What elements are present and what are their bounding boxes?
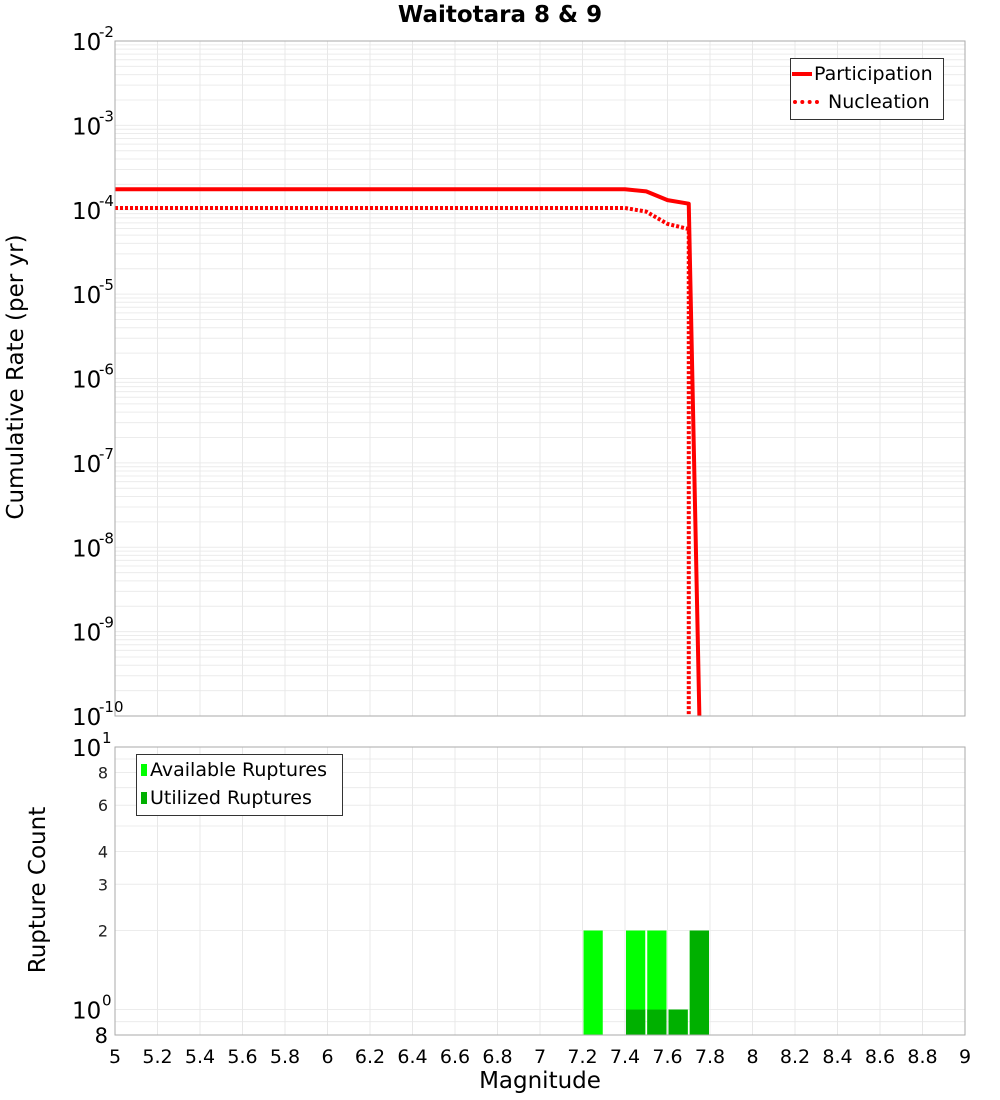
bottom-legend: Available Ruptures Utilized Ruptures	[136, 754, 343, 816]
legend-label: Utilized Ruptures	[150, 787, 312, 809]
x-tick-label: 7.4	[610, 1046, 640, 1068]
legend-item-available: Available Ruptures	[137, 756, 342, 784]
x-axis-label: Magnitude	[479, 1068, 601, 1094]
y-tick-label: 10	[72, 536, 101, 562]
top-legend: Participation Nucleation	[790, 58, 944, 120]
svg-text:-8: -8	[99, 529, 114, 547]
x-tick-label: 6.4	[397, 1046, 427, 1068]
bottom-y-axis-label: Rupture Count	[25, 806, 51, 974]
available-bar	[583, 930, 603, 1035]
x-tick-label: 5.6	[227, 1046, 257, 1068]
legend-label: Participation	[814, 63, 933, 85]
utilized-bar	[626, 1009, 646, 1035]
y-tick-label: 10	[72, 452, 101, 478]
chart-title: Waitotara 8 & 9	[397, 2, 603, 28]
x-tick-label: 6.2	[355, 1046, 385, 1068]
x-tick-label: 5.4	[185, 1046, 215, 1068]
svg-text:8: 8	[95, 1024, 108, 1048]
svg-text:-4: -4	[99, 192, 114, 210]
svg-text:-6: -6	[99, 361, 114, 379]
svg-text:-9: -9	[99, 614, 114, 632]
x-tick-label: 8.6	[865, 1046, 895, 1068]
y-tick-label: 10	[72, 736, 101, 762]
x-tick-label: 8.2	[780, 1046, 810, 1068]
nucleation-line	[115, 205, 691, 716]
utilized-bar	[647, 1009, 667, 1035]
solid-line-swatch-icon	[792, 72, 812, 76]
y-tick-label: 2	[98, 922, 108, 941]
x-tick-label: 5	[109, 1046, 121, 1068]
x-tick-label: 8.8	[907, 1046, 937, 1068]
x-tick-label: 7.6	[652, 1046, 682, 1068]
legend-item-participation: Participation	[791, 60, 943, 88]
legend-item-utilized: Utilized Ruptures	[137, 784, 342, 812]
y-tick-label: 10	[72, 114, 101, 140]
legend-item-nucleation: Nucleation	[791, 88, 943, 116]
available-bar	[647, 930, 667, 1035]
x-tick-label: 7	[534, 1046, 546, 1068]
svg-text:0: 0	[102, 992, 112, 1010]
legend-label: Nucleation	[828, 91, 930, 113]
y-tick-label: 10	[72, 368, 101, 394]
available-bar	[626, 930, 646, 1035]
utilized-bar	[689, 930, 709, 1035]
svg-text:-3: -3	[99, 107, 114, 125]
x-tick-label: 5.2	[142, 1046, 172, 1068]
utilized-bar	[668, 1009, 688, 1035]
top-y-axis-label: Cumulative Rate (per yr)	[3, 234, 29, 520]
y-tick-label: 10	[72, 705, 101, 731]
x-tick-label: 9	[959, 1046, 971, 1068]
y-tick-label: 8	[98, 763, 108, 782]
legend-label: Available Ruptures	[150, 759, 327, 781]
dotted-line-swatch-icon	[793, 100, 819, 104]
svg-text:-7: -7	[99, 445, 114, 463]
y-tick-label: 10	[72, 621, 101, 647]
svg-text:-10: -10	[99, 698, 124, 716]
x-tick-label: 5.8	[270, 1046, 300, 1068]
x-tick-label: 7.2	[567, 1046, 597, 1068]
y-tick-label: 10	[72, 199, 101, 225]
x-tick-label: 7.8	[695, 1046, 725, 1068]
available-swatch-icon	[141, 764, 147, 776]
y-tick-label: 10	[72, 999, 101, 1025]
y-tick-label: 4	[98, 842, 108, 861]
svg-text:-5: -5	[99, 276, 114, 294]
y-tick-label: 10	[72, 30, 101, 56]
x-tick-label: 6	[321, 1046, 333, 1068]
top-plot: 10-210-310-410-510-610-710-810-910-10	[72, 23, 966, 731]
y-tick-label: 6	[98, 796, 108, 815]
y-tick-label: 3	[98, 875, 108, 894]
x-tick-label: 8	[746, 1046, 758, 1068]
x-tick-label: 6.8	[482, 1046, 512, 1068]
utilized-swatch-icon	[141, 792, 147, 804]
svg-text:1: 1	[102, 729, 112, 747]
y-tick-label: 10	[72, 283, 101, 309]
x-tick-label: 6.6	[440, 1046, 470, 1068]
svg-text:-2: -2	[99, 23, 114, 41]
x-tick-label: 8.4	[822, 1046, 852, 1068]
